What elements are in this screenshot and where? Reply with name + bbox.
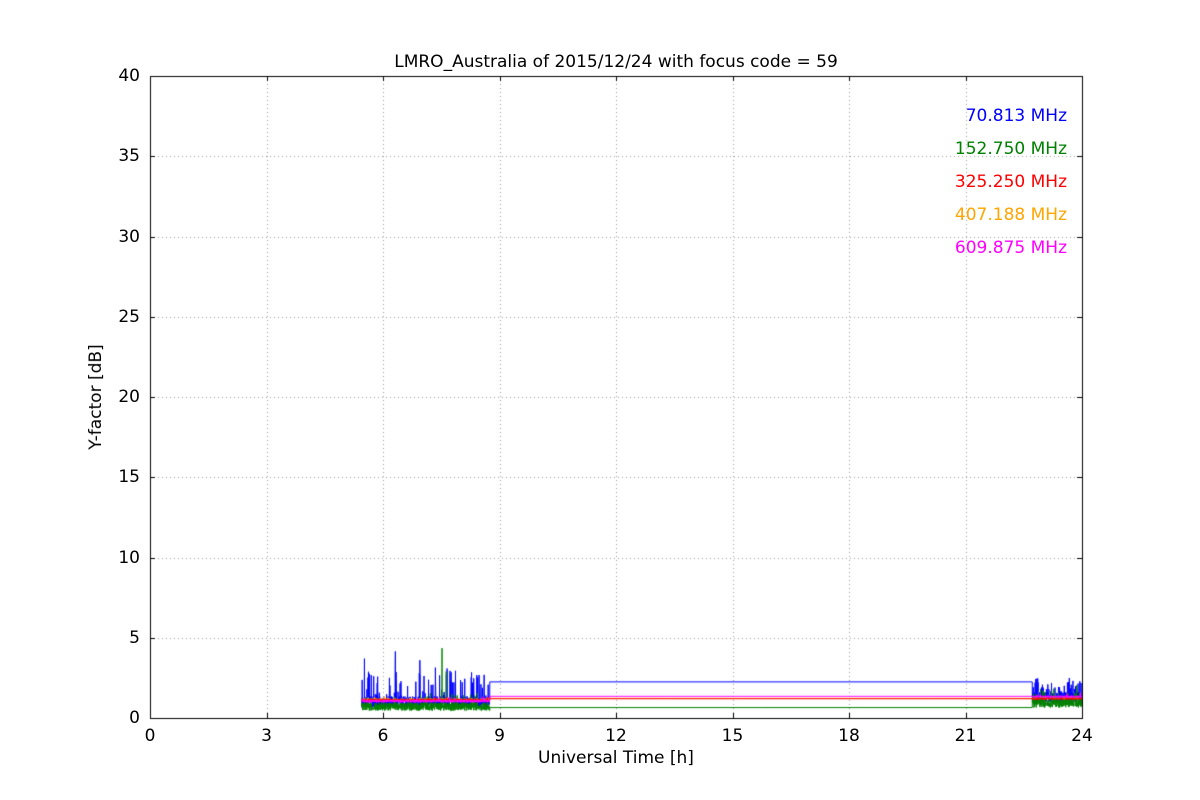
legend: 70.813 MHz 152.750 MHz 325.250 MHz 407.188 … (955, 100, 1067, 265)
x-tick-label-24: 24 (1071, 726, 1093, 746)
legend-item-152-750-mhz: 152.750 MHz (954, 139, 1067, 159)
y-tick-label-10: 10 (118, 547, 140, 568)
x-tick-label-6: 6 (377, 726, 389, 746)
y-tick-label-30: 30 (118, 226, 140, 247)
x-tick-label-12: 12 (605, 726, 627, 746)
x-tick-label-15: 15 (721, 726, 744, 746)
chart-title: LMRO_Australia of 2015/12/24 with focus … (394, 52, 838, 72)
x-tick-label-0: 0 (144, 726, 156, 746)
legend-item-609-875-mhz: 609.875 MHz (954, 238, 1067, 258)
x-tick-label-9: 9 (494, 726, 505, 746)
y-tick-label-35: 35 (118, 146, 140, 167)
y-tick-label-25: 25 (118, 306, 140, 327)
legend-item-325-250-mhz: 325.250 MHz (954, 172, 1067, 192)
legend-item-407-188-mhz: 407.188 MHz (954, 205, 1067, 225)
legend-item-70-813-mhz: 70.813 MHz (965, 106, 1067, 126)
y-tick-label-0: 0 (129, 708, 140, 728)
x-tick-label-21: 21 (954, 726, 977, 746)
y-tick-label-40: 40 (118, 66, 140, 86)
y-tick-label-20: 20 (118, 387, 140, 407)
x-axis-label: Universal Time [h] (538, 748, 694, 768)
y-tick-label-5: 5 (129, 627, 140, 648)
y-tick-label-15: 15 (118, 467, 140, 488)
x-tick-label-18: 18 (838, 726, 860, 746)
x-tick-label-3: 3 (261, 726, 272, 746)
